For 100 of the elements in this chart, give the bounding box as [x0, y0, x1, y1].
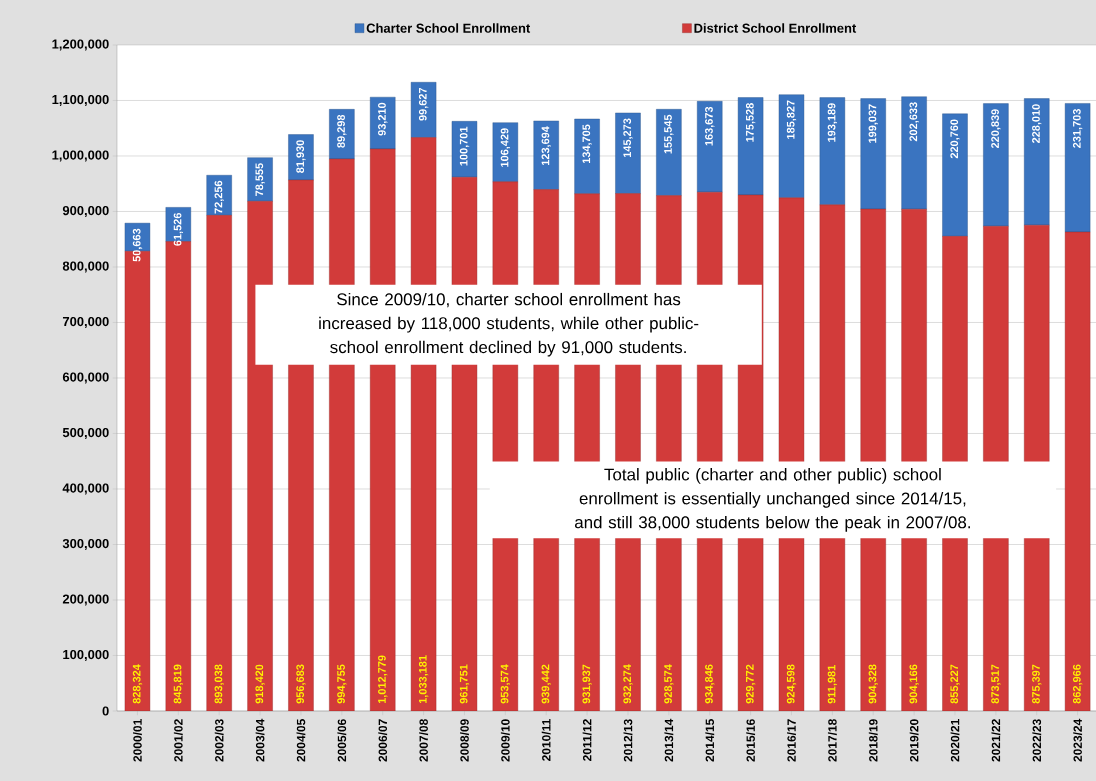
legend-label: Charter School Enrollment: [366, 23, 531, 33]
x-tick-label: 2009/10: [500, 719, 510, 762]
data-label: 928,574: [664, 664, 674, 704]
y-tick-label: 1,200,000: [52, 39, 109, 51]
annotation: Since 2009/10, charter school enrollment has increased by 118,000 students, while other public-school enrollment declined by 91,000 students.: [319, 292, 699, 357]
data-label: 939,442: [541, 664, 551, 704]
y-tick-label: 400,000: [62, 483, 109, 495]
y-tick-label: 900,000: [62, 205, 109, 217]
bar: [819, 97, 846, 206]
data-label: 1,033,181: [418, 655, 429, 704]
x-tick-label: 2007/08: [419, 719, 429, 762]
bar: [1024, 98, 1050, 226]
y-tick-label: 300,000: [62, 538, 109, 550]
x-tick-label: 2001/02: [173, 719, 183, 762]
x-tick-label: 2004/05: [296, 719, 306, 762]
data-label: 123,694: [541, 126, 551, 166]
x-tick-label: 2018/19: [868, 719, 878, 762]
y-tick-label: 500,000: [62, 427, 109, 439]
bar: [778, 94, 805, 199]
data-label: 50,663: [132, 228, 143, 262]
bar: [1064, 231, 1091, 711]
y-tick-label: 800,000: [62, 261, 109, 273]
data-label: 893,038: [214, 664, 224, 704]
bar: [492, 122, 519, 182]
data-label: 99,627: [418, 87, 429, 121]
y-tick-label: 200,000: [62, 594, 109, 606]
x-tick-label: 2006/07: [378, 719, 388, 762]
y-tick-label: 1,100,000: [52, 94, 109, 106]
x-tick-label: 2005/06: [337, 719, 347, 762]
y-tick-label: 1,000,000: [52, 150, 109, 162]
data-label: 855,227: [950, 664, 960, 704]
data-label: 934,846: [705, 664, 715, 704]
bar: [983, 103, 1009, 227]
data-label: 61,526: [173, 213, 184, 246]
data-label: 929,772: [745, 664, 756, 704]
x-tick-label: 2019/20: [909, 719, 919, 762]
bar: [860, 98, 886, 210]
data-label: 185,827: [786, 100, 797, 139]
x-tick-label: 2020/21: [950, 719, 960, 762]
y-tick-label: 700,000: [62, 316, 109, 328]
data-label: 220,839: [991, 109, 1001, 149]
data-label: 862,966: [1072, 664, 1083, 704]
bar: [451, 121, 478, 178]
x-tick-label: 2003/04: [255, 718, 265, 762]
data-label: 231,703: [1072, 109, 1083, 148]
y-tick-label: 600,000: [62, 372, 109, 384]
bar: [410, 82, 437, 138]
data-label: 961,751: [459, 664, 470, 704]
annotation: Total public (charter and other public) school enrollment is essentially unchanged since 2014/15, and still 38,000 students below the peak in 2007/08.: [574, 468, 970, 532]
data-label: 89,298: [337, 114, 347, 148]
data-label: 904,328: [868, 664, 878, 704]
x-tick-label: 2012/13: [623, 719, 633, 762]
data-label: 220,760: [950, 119, 960, 159]
data-label: 228,010: [1032, 104, 1042, 144]
x-tick-label: 2017/18: [827, 719, 837, 762]
data-label: 78,555: [255, 163, 265, 196]
x-tick-label: 2015/16: [746, 719, 756, 762]
data-label: 953,574: [500, 664, 511, 704]
bar: [329, 109, 355, 160]
legend-label: District School Enrollment: [694, 23, 857, 33]
data-label: 100,701: [459, 126, 470, 166]
data-label: 155,545: [664, 114, 674, 154]
bar: [737, 97, 764, 196]
data-label: 72,256: [214, 180, 224, 214]
data-label: 931,937: [582, 664, 592, 704]
bar: [288, 134, 314, 181]
bar: [247, 157, 273, 202]
x-tick-label: 2014/15: [705, 719, 715, 762]
bar: [942, 113, 968, 237]
x-tick-label: 2010/11: [541, 719, 551, 761]
bar: [697, 101, 723, 193]
data-label: 911,981: [827, 665, 838, 704]
x-tick-label: 2008/09: [460, 719, 469, 762]
x-tick-label: 2022/23: [1032, 719, 1042, 762]
x-tick-label: 2013/14: [664, 718, 674, 762]
bar: [370, 96, 396, 150]
data-label: 93,210: [378, 102, 388, 136]
data-label: 134,705: [582, 124, 592, 164]
bar: [1064, 103, 1091, 233]
x-tick-label: 2021/22: [991, 719, 1001, 762]
data-label: 81,930: [296, 140, 306, 173]
bar: [901, 96, 927, 210]
bar: [574, 118, 600, 194]
y-tick-label: 100,000: [63, 649, 109, 661]
data-label: 994,755: [337, 664, 347, 704]
data-label: 828,324: [132, 664, 143, 704]
data-label: 202,633: [909, 102, 919, 142]
bar: [206, 175, 232, 216]
data-label: 924,598: [786, 664, 797, 704]
data-label: 1,012,779: [378, 655, 388, 704]
data-label: 845,819: [173, 664, 184, 704]
data-label: 145,273: [623, 118, 633, 158]
data-label: 904,166: [909, 664, 919, 704]
data-label: 199,037: [868, 104, 878, 143]
data-label: 873,517: [991, 664, 1001, 704]
x-tick-label: 2016/17: [787, 719, 796, 762]
x-tick-label: 2023/24: [1073, 718, 1083, 762]
data-label: 956,683: [296, 664, 306, 704]
data-label: 175,528: [745, 103, 756, 142]
bar: [656, 109, 682, 196]
